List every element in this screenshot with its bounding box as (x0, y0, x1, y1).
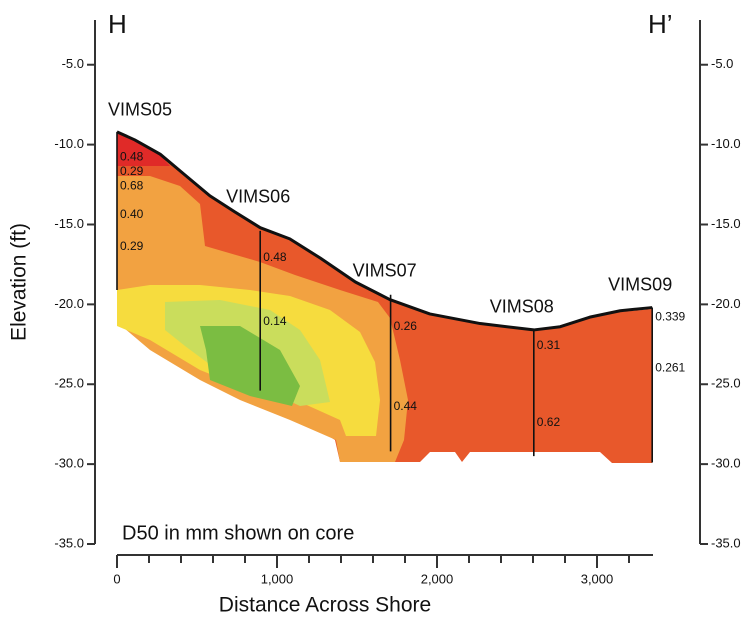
right-section-label: H’ (648, 9, 673, 39)
core-sample-label: 0.48 (263, 250, 287, 264)
zone-finest (200, 326, 300, 406)
core-name: VIMS06 (226, 187, 290, 207)
core-sample-label: 0.48 (120, 150, 144, 164)
core-sample-label: 0.339 (655, 309, 685, 323)
core-sample-label: 0.44 (394, 399, 418, 413)
core-sample-label: 0.40 (120, 207, 144, 221)
core-sample-label: 0.14 (263, 314, 287, 328)
core-sample-label: 0.31 (537, 338, 561, 352)
y2-tick-label: -35.0 (711, 535, 741, 550)
zone-very-coarse (117, 132, 170, 166)
y-tick-label: -30.0 (54, 456, 84, 471)
y2-tick-label: -5.0 (711, 56, 733, 71)
y-tick-label: -20.0 (54, 296, 84, 311)
y2-tick-label: -15.0 (711, 216, 741, 231)
y-tick-label: -10.0 (54, 136, 84, 151)
core-name: VIMS08 (490, 297, 554, 317)
core-name: VIMS07 (353, 261, 417, 281)
x-tick-label: 2,000 (421, 571, 454, 586)
annotation: D50 in mm shown on core (122, 522, 354, 544)
core-sample-label: 0.29 (120, 164, 144, 178)
y2-tick-label: -25.0 (711, 376, 741, 391)
core-sample-label: 0.26 (394, 319, 418, 333)
y2-tick-label: -20.0 (711, 296, 741, 311)
core-name: VIMS09 (608, 274, 672, 294)
x-tick-label: 0 (113, 571, 120, 586)
x-tick-label: 1,000 (261, 571, 294, 586)
core-sample-label: 0.62 (537, 415, 561, 429)
y-tick-label: -5.0 (62, 56, 84, 71)
core-sample-label: 0.29 (120, 239, 144, 253)
core-name: VIMS05 (108, 100, 172, 120)
y2-tick-label: -30.0 (711, 456, 741, 471)
y2-tick-label: -10.0 (711, 136, 741, 151)
y-tick-label: -15.0 (54, 216, 84, 231)
surface-profile (116, 130, 653, 332)
x-tick-label: 3,000 (581, 571, 614, 586)
core-sample-label: 0.261 (655, 360, 685, 374)
y-tick-label: -35.0 (54, 535, 84, 550)
y-tick-label: -25.0 (54, 376, 84, 391)
left-section-label: H (108, 9, 127, 39)
core-sample-label: 0.68 (120, 178, 144, 192)
y-axis-label: Elevation (ft) (8, 223, 31, 341)
x-axis-label: Distance Across Shore (219, 594, 431, 617)
